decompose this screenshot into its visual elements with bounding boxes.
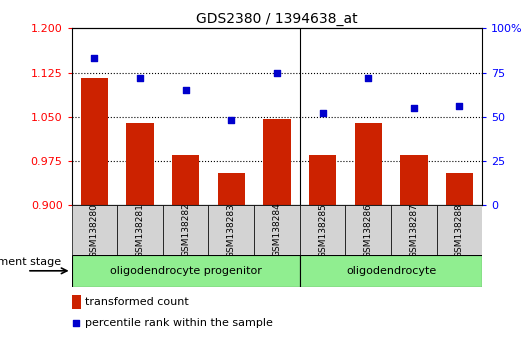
Bar — [309, 155, 336, 205]
Point — [364, 75, 373, 81]
Bar — [126, 123, 154, 205]
Text: development stage: development stage — [0, 257, 61, 267]
Text: GSM138282: GSM138282 — [181, 203, 190, 257]
Bar — [72, 205, 117, 255]
Bar — [172, 155, 199, 205]
Text: transformed count: transformed count — [85, 297, 189, 307]
Text: GSM138287: GSM138287 — [409, 202, 418, 258]
Point — [72, 321, 81, 326]
Text: GSM138284: GSM138284 — [272, 203, 281, 257]
Bar — [346, 205, 391, 255]
Bar — [391, 205, 437, 255]
Text: percentile rank within the sample: percentile rank within the sample — [85, 318, 272, 329]
Text: GSM138288: GSM138288 — [455, 202, 464, 258]
Bar — [400, 155, 428, 205]
Text: oligodendrocyte progenitor: oligodendrocyte progenitor — [110, 266, 262, 276]
Point — [227, 118, 235, 123]
Bar — [254, 205, 300, 255]
Text: oligodendrocyte: oligodendrocyte — [346, 266, 436, 276]
Bar — [218, 173, 245, 205]
Bar — [72, 295, 81, 309]
Point — [410, 105, 418, 111]
Text: GSM138285: GSM138285 — [318, 202, 327, 258]
Point — [90, 56, 99, 61]
Text: GSM138280: GSM138280 — [90, 202, 99, 258]
Point — [273, 70, 281, 75]
Bar — [300, 205, 346, 255]
Bar — [72, 255, 300, 287]
Point — [319, 110, 327, 116]
Bar — [81, 79, 108, 205]
Bar — [117, 205, 163, 255]
Bar — [446, 173, 473, 205]
Bar — [208, 205, 254, 255]
Point — [136, 75, 144, 81]
Bar — [437, 205, 482, 255]
Point — [455, 103, 464, 109]
Bar — [355, 123, 382, 205]
Point — [181, 87, 190, 93]
Bar — [300, 255, 482, 287]
Text: GSM138283: GSM138283 — [227, 202, 236, 258]
Bar — [163, 205, 208, 255]
Title: GDS2380 / 1394638_at: GDS2380 / 1394638_at — [196, 12, 358, 26]
Text: GSM138281: GSM138281 — [136, 202, 145, 258]
Text: GSM138286: GSM138286 — [364, 202, 373, 258]
Bar — [263, 119, 290, 205]
